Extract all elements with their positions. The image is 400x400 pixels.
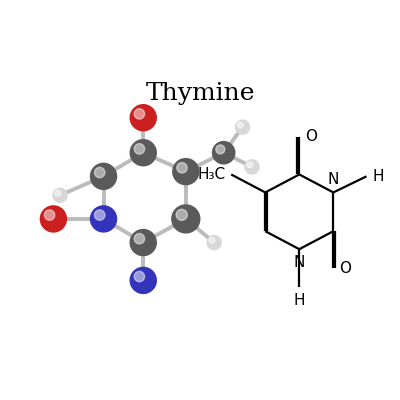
Circle shape <box>134 234 145 244</box>
Circle shape <box>130 267 157 294</box>
Circle shape <box>130 229 157 256</box>
Circle shape <box>134 144 145 154</box>
Circle shape <box>176 209 187 220</box>
Circle shape <box>134 271 145 282</box>
Circle shape <box>55 190 61 196</box>
Circle shape <box>212 141 236 164</box>
Circle shape <box>216 145 225 154</box>
Circle shape <box>238 122 243 128</box>
Circle shape <box>247 162 253 168</box>
Circle shape <box>177 162 187 173</box>
Circle shape <box>90 163 117 190</box>
Circle shape <box>44 210 55 220</box>
Text: O: O <box>305 129 317 144</box>
Circle shape <box>130 104 157 132</box>
Circle shape <box>134 109 145 119</box>
Circle shape <box>52 188 68 203</box>
Circle shape <box>90 205 117 233</box>
Circle shape <box>244 159 260 175</box>
Text: H: H <box>372 169 384 184</box>
Text: N: N <box>294 255 305 270</box>
Text: Thymine: Thymine <box>145 82 255 105</box>
Circle shape <box>206 235 222 250</box>
Circle shape <box>235 120 250 135</box>
Circle shape <box>171 204 200 234</box>
Text: O: O <box>339 260 351 276</box>
Circle shape <box>130 139 157 166</box>
Circle shape <box>94 210 105 220</box>
Circle shape <box>172 158 200 185</box>
Text: H: H <box>294 293 305 308</box>
Circle shape <box>94 167 105 178</box>
Circle shape <box>40 205 67 233</box>
Text: N: N <box>328 172 339 187</box>
Text: H₃C: H₃C <box>198 167 226 182</box>
Circle shape <box>209 238 215 243</box>
